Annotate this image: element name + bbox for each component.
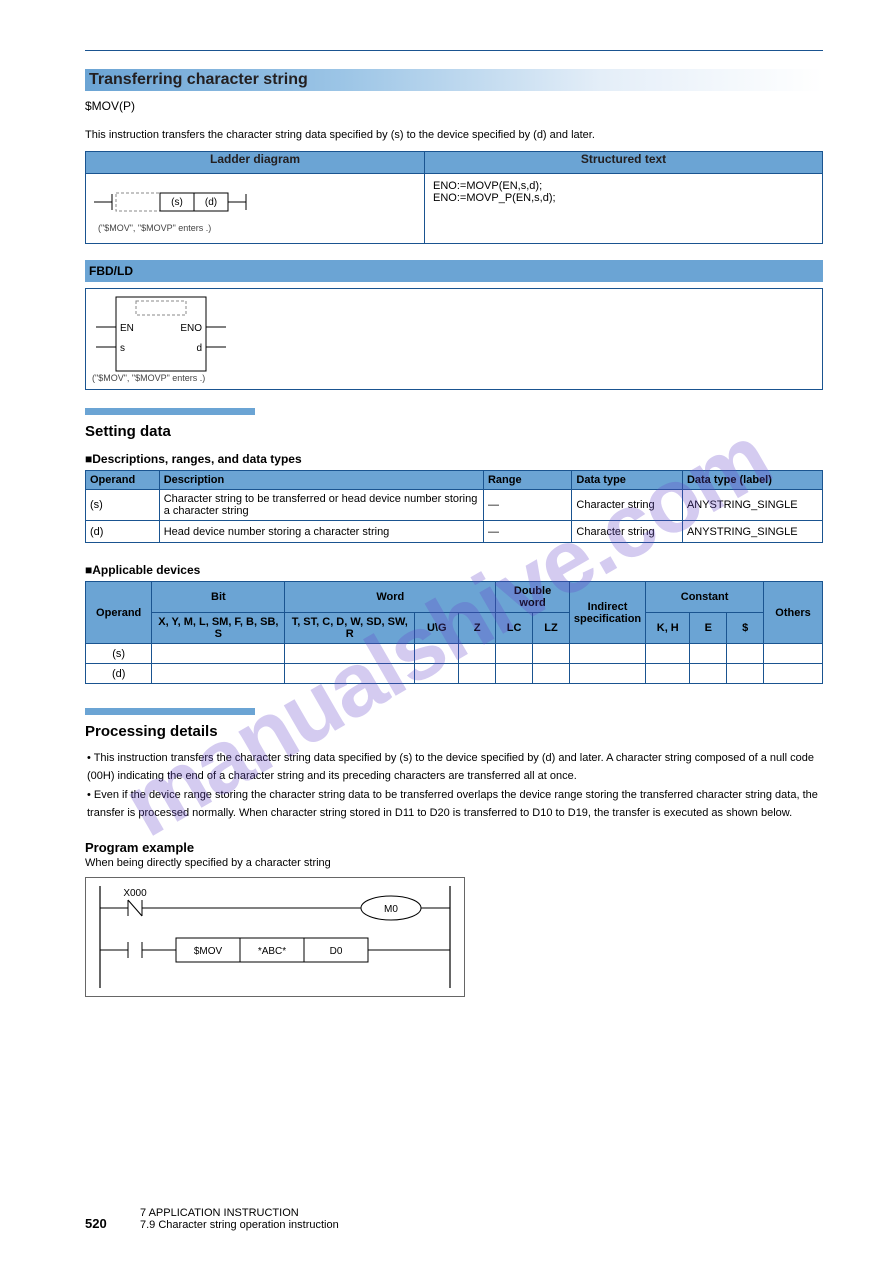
setting-bar bbox=[85, 408, 255, 415]
dev-s5: LC bbox=[496, 613, 533, 644]
processing-list: • This instruction transfers the charact… bbox=[87, 750, 823, 822]
processing-heading: Processing details bbox=[85, 723, 823, 740]
col-ladder: Ladder diagram bbox=[86, 152, 425, 174]
ladder-note: ("$MOV", "$MOVP" enters .) bbox=[94, 223, 416, 233]
svg-text:(s): (s) bbox=[171, 197, 183, 208]
table-row: (s) bbox=[86, 644, 823, 664]
svg-text:D0: D0 bbox=[330, 946, 343, 957]
dev-s4: Z bbox=[459, 613, 496, 644]
op-col4: Data type (label) bbox=[682, 471, 822, 490]
col-st: Structured text bbox=[425, 152, 823, 174]
page-number: 520 bbox=[85, 1216, 107, 1231]
svg-text:EN: EN bbox=[120, 323, 134, 334]
dev-h-bit: Bit bbox=[152, 582, 285, 613]
processing-bar bbox=[85, 708, 255, 715]
svg-text:s: s bbox=[120, 343, 125, 354]
op-col3: Data type bbox=[572, 471, 683, 490]
top-rule bbox=[85, 50, 823, 51]
fbd-note: ("$MOV", "$MOVP" enters .) bbox=[86, 373, 205, 387]
page-section: 7 APPLICATION INSTRUCTION 7.9 Character … bbox=[140, 1207, 339, 1231]
banner-title: Transferring character string bbox=[89, 71, 308, 89]
dev-s2: T, ST, C, D, W, SD, SW, R bbox=[285, 613, 415, 644]
svg-text:M0: M0 bbox=[384, 904, 398, 915]
list-item: • Even if the device range storing the c… bbox=[87, 787, 823, 822]
dev-h-op: Operand bbox=[86, 582, 152, 644]
dev-s8: K, H bbox=[646, 613, 690, 644]
setting-sub2: ■Applicable devices bbox=[85, 563, 823, 577]
fbd-cell: EN ENO s d ("$MOV", "$MOVP" enters .) bbox=[85, 288, 823, 390]
svg-text:ENO: ENO bbox=[180, 323, 202, 334]
dev-s9: E bbox=[690, 613, 727, 644]
svg-text:*ABC*: *ABC* bbox=[258, 946, 286, 957]
dev-h-oth: Others bbox=[764, 582, 823, 644]
svg-text:d: d bbox=[196, 343, 202, 354]
dev-s1: X, Y, M, L, SM, F, B, SB, S bbox=[152, 613, 285, 644]
program-svg: X000 M0 $MOV *ABC* D0 bbox=[86, 878, 464, 996]
table-row: (d) bbox=[86, 664, 823, 684]
table-row: (d) Head device number storing a charact… bbox=[86, 521, 823, 543]
instruction-desc: This instruction transfers the character… bbox=[85, 129, 823, 141]
program-diagram: X000 M0 $MOV *ABC* D0 bbox=[85, 877, 465, 997]
dev-h-ind: Indirect specification bbox=[569, 582, 645, 644]
dev-s3: U\G bbox=[415, 613, 459, 644]
fbd-header: FBD/LD bbox=[85, 260, 823, 282]
op-col2: Range bbox=[483, 471, 571, 490]
setting-sub1: ■Descriptions, ranges, and data types bbox=[85, 452, 823, 466]
list-item: • This instruction transfers the charact… bbox=[87, 750, 823, 785]
example-sub: When being directly specified by a chara… bbox=[85, 857, 823, 869]
table-row: (s) Character string to be transferred o… bbox=[86, 490, 823, 521]
dev-h-const: Constant bbox=[646, 582, 764, 613]
page-banner: Transferring character string bbox=[85, 69, 823, 91]
ladder-svg: (s) (d) bbox=[94, 184, 294, 220]
dev-s10: $ bbox=[727, 613, 764, 644]
svg-text:$MOV: $MOV bbox=[194, 946, 223, 957]
operand-table: Operand Description Range Data type Data… bbox=[85, 470, 823, 543]
setting-heading: Setting data bbox=[85, 423, 823, 440]
device-table: Operand Bit Word Double word Indirect sp… bbox=[85, 581, 823, 684]
svg-text:X000: X000 bbox=[123, 888, 147, 899]
example-heading: Program example bbox=[85, 840, 823, 855]
op-col0: Operand bbox=[86, 471, 160, 490]
svg-text:(d): (d) bbox=[205, 197, 217, 208]
dev-h-dword: Double word bbox=[496, 582, 570, 613]
dev-h-word: Word bbox=[285, 582, 496, 613]
ladder-st-table: Ladder diagram Structured text (s) (d) (… bbox=[85, 151, 823, 244]
ladder-cell: (s) (d) ("$MOV", "$MOVP" enters .) bbox=[86, 174, 425, 244]
op-col1: Description bbox=[159, 471, 483, 490]
st-cell: ENO:=MOVP(EN,s,d); ENO:=MOVP_P(EN,s,d); bbox=[425, 174, 823, 244]
dev-s6: LZ bbox=[533, 613, 570, 644]
instruction-name: $MOV(P) bbox=[85, 99, 823, 113]
